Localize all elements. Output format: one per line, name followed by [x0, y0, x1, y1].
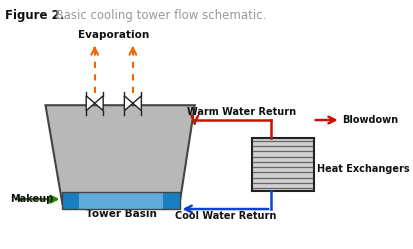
Bar — [251, 138, 313, 191]
Text: Blowdown: Blowdown — [342, 115, 398, 125]
Text: Evaporation: Evaporation — [78, 30, 149, 40]
Text: Heat Exchangers: Heat Exchangers — [316, 165, 408, 175]
Polygon shape — [124, 96, 133, 111]
Text: Figure 2.: Figure 2. — [5, 9, 64, 22]
Polygon shape — [133, 96, 141, 111]
Text: Warm Water Return: Warm Water Return — [186, 107, 295, 117]
Text: Cool Water Return: Cool Water Return — [174, 211, 275, 221]
Bar — [62, 192, 179, 209]
Text: Tower Basin: Tower Basin — [85, 209, 156, 219]
Polygon shape — [45, 105, 194, 204]
Polygon shape — [86, 96, 95, 111]
Text: Basic cooling tower flow schematic.: Basic cooling tower flow schematic. — [48, 9, 266, 22]
Text: Makeup: Makeup — [10, 194, 53, 204]
Bar — [79, 192, 162, 209]
Polygon shape — [95, 96, 103, 111]
Bar — [62, 192, 179, 209]
